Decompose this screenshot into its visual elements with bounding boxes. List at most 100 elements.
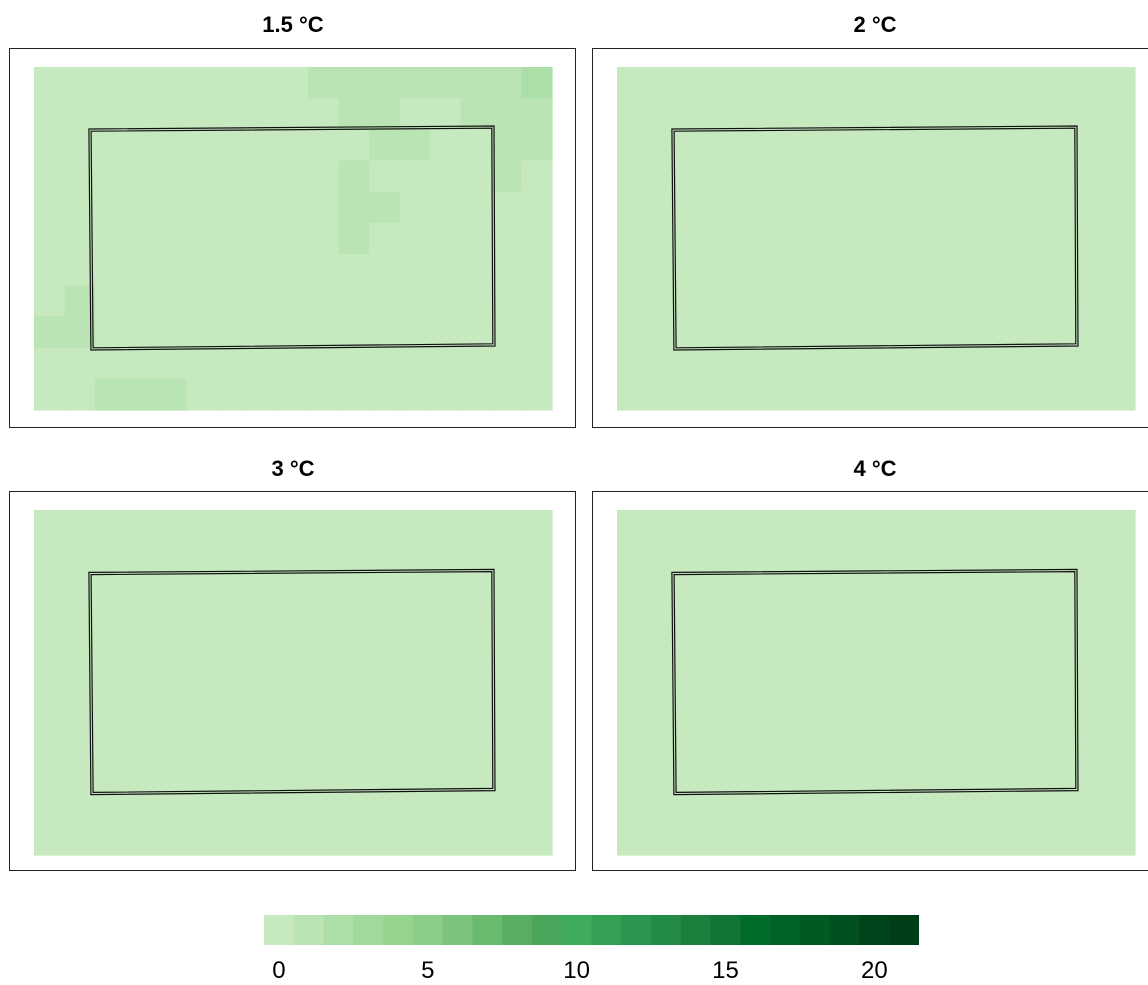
colorbar-segment (859, 915, 890, 945)
heatmap-cell (216, 191, 248, 224)
heatmap-cell (521, 191, 553, 224)
heatmap-cell (430, 222, 462, 255)
heatmap-cell (216, 285, 248, 318)
colorbar-segment (502, 915, 533, 945)
heatmap-cell (34, 347, 66, 380)
colorbar-segment (710, 915, 741, 945)
colorbar-segment (353, 915, 384, 945)
heatmap-cell (491, 254, 523, 286)
colorbar-segment (740, 915, 771, 945)
heatmap-cell (369, 347, 401, 380)
heatmap-cell (125, 316, 157, 349)
heatmap-cell (460, 222, 492, 255)
colorbar-segment (383, 915, 414, 945)
heatmap-cell (64, 160, 96, 193)
heatmap-cell (521, 98, 553, 130)
heatmap-cell (277, 254, 309, 286)
heatmap-cell (308, 129, 340, 162)
heatmap-cell (369, 378, 401, 411)
heatmap-cell (491, 129, 523, 162)
heatmap-cell (125, 67, 157, 99)
colorbar-segment (889, 915, 919, 945)
heatmap-cell (399, 347, 431, 380)
region-outline-inner (673, 127, 1077, 349)
heatmap-cell (369, 285, 401, 318)
heatmap-cell (617, 510, 1136, 856)
heatmap-cell (247, 67, 279, 99)
heatmap-cell (186, 98, 218, 130)
heatmap-cell (34, 254, 66, 286)
heatmap-cell (125, 254, 157, 286)
heatmap-cell (155, 254, 187, 286)
heatmap-cell (460, 316, 492, 349)
panel-title-4: 4 °C (853, 456, 897, 481)
heatmap-cell (247, 129, 279, 162)
heatmap-cell (399, 254, 431, 286)
heatmap-cell (308, 347, 340, 380)
heatmap-cell (399, 67, 431, 99)
heatmap-cell (94, 160, 127, 193)
heatmap-cell (94, 378, 127, 411)
heatmap-cell (430, 129, 462, 162)
heatmap-cell (216, 316, 248, 349)
heatmap-cell (186, 191, 218, 224)
heatmap-panel-1 (34, 67, 553, 411)
heatmap-cell (460, 191, 492, 224)
colorbar-segment (323, 915, 354, 945)
heatmap-cell (155, 98, 187, 130)
heatmap-cell (277, 129, 309, 162)
heatmap-cell (277, 160, 309, 193)
heatmap-cell (338, 160, 370, 193)
colorbar-segment (531, 915, 563, 945)
heatmap-cell (125, 98, 157, 130)
heatmap-cell (308, 254, 340, 286)
heatmap-cell (308, 98, 340, 130)
heatmap-cell (460, 378, 492, 411)
heatmap-cell (216, 160, 248, 193)
heatmap-cell (308, 222, 340, 255)
heatmap-cell (64, 347, 96, 380)
heatmap-cell (308, 316, 340, 349)
colorbar-segment (293, 915, 325, 945)
heatmap-cell (491, 378, 523, 411)
heatmap-cell (125, 347, 157, 380)
heatmap-cell (125, 191, 157, 224)
heatmap-cell (491, 285, 523, 318)
heatmap-cell (155, 129, 187, 162)
heatmap-cell (460, 98, 492, 130)
heatmap-cell (338, 98, 370, 130)
heatmap-cell (94, 98, 127, 130)
heatmap-cell (491, 160, 523, 193)
heatmap-cell (216, 222, 248, 255)
colorbar-tick-label: 0 (272, 957, 286, 984)
heatmap-cell (277, 67, 309, 99)
heatmap-cell (34, 222, 66, 255)
colorbar-segment (591, 915, 622, 945)
heatmap-cell (34, 510, 553, 856)
heatmap-cell (155, 160, 187, 193)
heatmap-cell (94, 347, 127, 380)
heatmap-cell (155, 222, 187, 255)
heatmap-cell (34, 67, 66, 99)
heatmap-cell (338, 316, 370, 349)
heatmap-cell (125, 160, 157, 193)
heatmap-cell (155, 67, 187, 99)
heatmap-cell (308, 67, 340, 99)
heatmap-cell (216, 98, 248, 130)
heatmap-panel-4 (617, 510, 1136, 856)
heatmap-cell (216, 378, 248, 411)
heatmap-cell (155, 378, 187, 411)
heatmap-cell (491, 191, 523, 224)
heatmap-cell (247, 378, 279, 411)
heatmap-cell (34, 316, 66, 349)
heatmap-cell (338, 285, 370, 318)
colorbar-segment (829, 915, 860, 945)
heatmap-cell (94, 254, 127, 286)
heatmap-cell (460, 67, 492, 99)
heatmap-cell (521, 129, 553, 162)
heatmap-cell (277, 98, 309, 130)
heatmap-cell (399, 285, 431, 318)
region-outline-inner (673, 570, 1077, 794)
colorbar-tick-label: 20 (860, 957, 888, 984)
heatmap-cell (369, 222, 401, 255)
